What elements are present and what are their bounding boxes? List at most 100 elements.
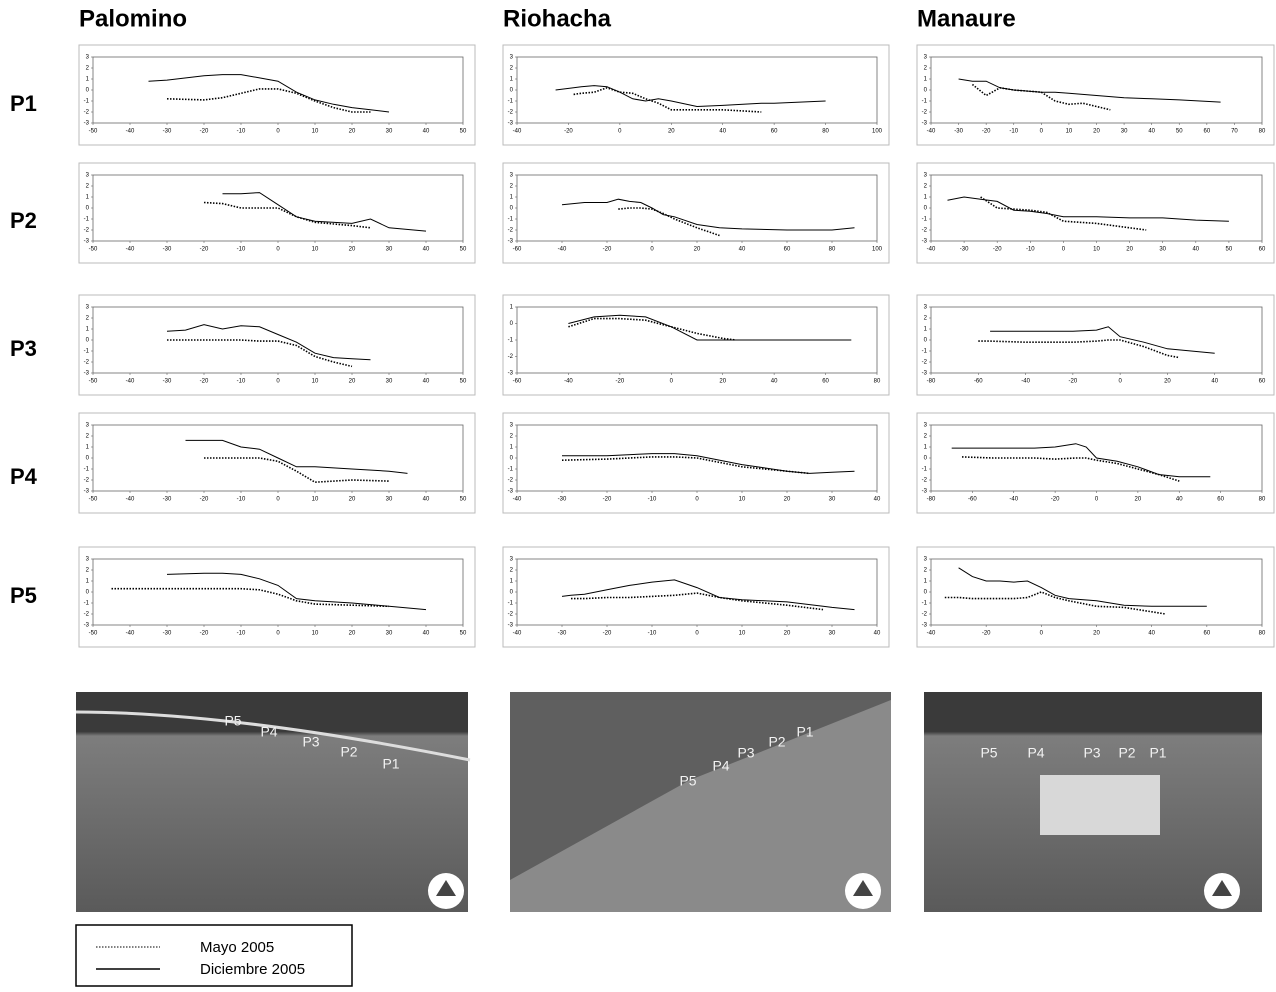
- profile-line: [944, 591, 1166, 615]
- y-tick-label: -1: [922, 467, 928, 473]
- y-tick-label: -3: [922, 239, 928, 245]
- x-tick-label: 0: [695, 497, 699, 503]
- x-tick-label: 100: [872, 129, 883, 135]
- chart-frame: [502, 44, 890, 146]
- map-point-label: P1: [796, 724, 813, 740]
- x-tick-label: 10: [1066, 129, 1073, 135]
- map-image: [76, 692, 468, 912]
- y-tick-label: 0: [510, 456, 514, 462]
- y-tick-label: 1: [510, 77, 514, 83]
- x-tick-label: 20: [349, 247, 356, 253]
- y-tick-label: 0: [510, 590, 514, 596]
- y-tick-label: -1: [84, 217, 90, 223]
- chart-frame: [502, 294, 890, 396]
- x-tick-label: 50: [460, 247, 467, 253]
- x-tick-label: -40: [513, 129, 522, 135]
- y-tick-label: 3: [86, 305, 90, 311]
- profile-chart: -3 -2 -1 0 1 2 3 -40 -20 0 20 40 60 80: [916, 546, 1275, 648]
- x-tick-label: 20: [349, 129, 356, 135]
- x-tick-label: 10: [739, 631, 746, 637]
- x-tick-label: 20: [668, 129, 675, 135]
- x-tick-label: 0: [1040, 129, 1044, 135]
- x-tick-label: -50: [89, 247, 98, 253]
- map-point-label: P3: [1083, 745, 1100, 761]
- y-tick-label: -1: [922, 349, 928, 355]
- x-tick-label: 70: [1231, 129, 1238, 135]
- x-tick-label: 0: [695, 631, 699, 637]
- row-label: P2: [10, 208, 37, 233]
- x-tick-label: 20: [349, 631, 356, 637]
- x-tick-label: -30: [163, 631, 172, 637]
- column-title: Palomino: [79, 5, 187, 32]
- x-tick-label: 60: [771, 129, 778, 135]
- profile-line: [958, 78, 1221, 103]
- map-point-label: P5: [980, 745, 997, 761]
- x-tick-label: 0: [276, 497, 280, 503]
- legend-label: Diciembre 2005: [200, 961, 305, 978]
- profile-line: [562, 453, 855, 474]
- x-tick-label: 10: [312, 497, 319, 503]
- x-tick-label: -20: [603, 247, 612, 253]
- x-tick-label: 0: [1118, 379, 1122, 385]
- y-tick-label: 0: [510, 206, 514, 212]
- x-tick-label: -30: [558, 497, 567, 503]
- profile-line: [958, 567, 1207, 607]
- x-tick-label: -40: [513, 497, 522, 503]
- y-tick-label: -2: [508, 354, 514, 360]
- profile-line: [961, 456, 1180, 482]
- profile-line: [568, 317, 736, 341]
- x-tick-label: 60: [1203, 129, 1210, 135]
- x-tick-label: 20: [349, 497, 356, 503]
- y-tick-label: 3: [510, 55, 514, 61]
- legend: Mayo 2005 Diciembre 2005: [75, 924, 353, 987]
- y-tick-label: 2: [510, 434, 514, 440]
- x-tick-label: -40: [558, 247, 567, 253]
- x-tick-label: -40: [126, 379, 135, 385]
- profile-chart: -3 -2 -1 0 1 2 3 -40 -20 0 20 40 60 80 100: [502, 44, 890, 146]
- y-tick-label: -3: [508, 371, 514, 377]
- map-point-label: P1: [1149, 745, 1166, 761]
- profile-line: [573, 86, 762, 113]
- y-tick-label: -2: [84, 612, 90, 618]
- x-tick-label: -10: [1026, 247, 1035, 253]
- x-tick-label: -10: [237, 631, 246, 637]
- x-tick-label: -20: [616, 379, 625, 385]
- profile-line: [222, 192, 427, 232]
- y-tick-label: -3: [508, 623, 514, 629]
- y-tick-label: 3: [86, 423, 90, 429]
- x-tick-label: 20: [1164, 379, 1171, 385]
- x-tick-label: 40: [1148, 129, 1155, 135]
- y-tick-label: -3: [922, 489, 928, 495]
- profile-line: [561, 456, 810, 475]
- x-tick-label: 0: [276, 379, 280, 385]
- x-tick-label: -20: [603, 631, 612, 637]
- profile-line: [166, 324, 371, 361]
- x-tick-label: 10: [1093, 247, 1100, 253]
- y-tick-label: 1: [510, 195, 514, 201]
- coastline: [75, 710, 471, 762]
- x-tick-label: 40: [874, 631, 881, 637]
- x-tick-label: 30: [829, 631, 836, 637]
- y-tick-label: 0: [86, 338, 90, 344]
- map-point-label: P2: [340, 744, 357, 760]
- x-tick-label: -30: [960, 247, 969, 253]
- y-tick-label: -1: [84, 601, 90, 607]
- y-tick-label: -2: [922, 228, 928, 234]
- x-tick-label: -20: [200, 129, 209, 135]
- legend-box: [75, 924, 353, 987]
- y-tick-label: 3: [510, 557, 514, 563]
- x-tick-label: -40: [126, 631, 135, 637]
- y-tick-label: 0: [924, 590, 928, 596]
- x-tick-label: 60: [784, 247, 791, 253]
- row-label: P1: [10, 91, 37, 116]
- y-tick-label: 0: [86, 206, 90, 212]
- x-tick-label: 20: [784, 497, 791, 503]
- x-tick-label: -30: [954, 129, 963, 135]
- chart-frame: [916, 546, 1275, 648]
- x-tick-label: 40: [1192, 247, 1199, 253]
- row-label: P3: [10, 336, 37, 361]
- x-tick-label: 40: [719, 129, 726, 135]
